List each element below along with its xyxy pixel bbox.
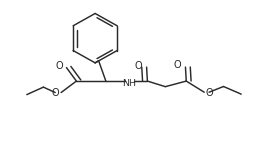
Text: NH: NH bbox=[122, 80, 136, 88]
Text: O: O bbox=[135, 61, 142, 70]
Text: O: O bbox=[51, 88, 59, 98]
Text: O: O bbox=[55, 61, 63, 71]
Text: O: O bbox=[174, 60, 181, 70]
Text: O: O bbox=[205, 88, 213, 98]
